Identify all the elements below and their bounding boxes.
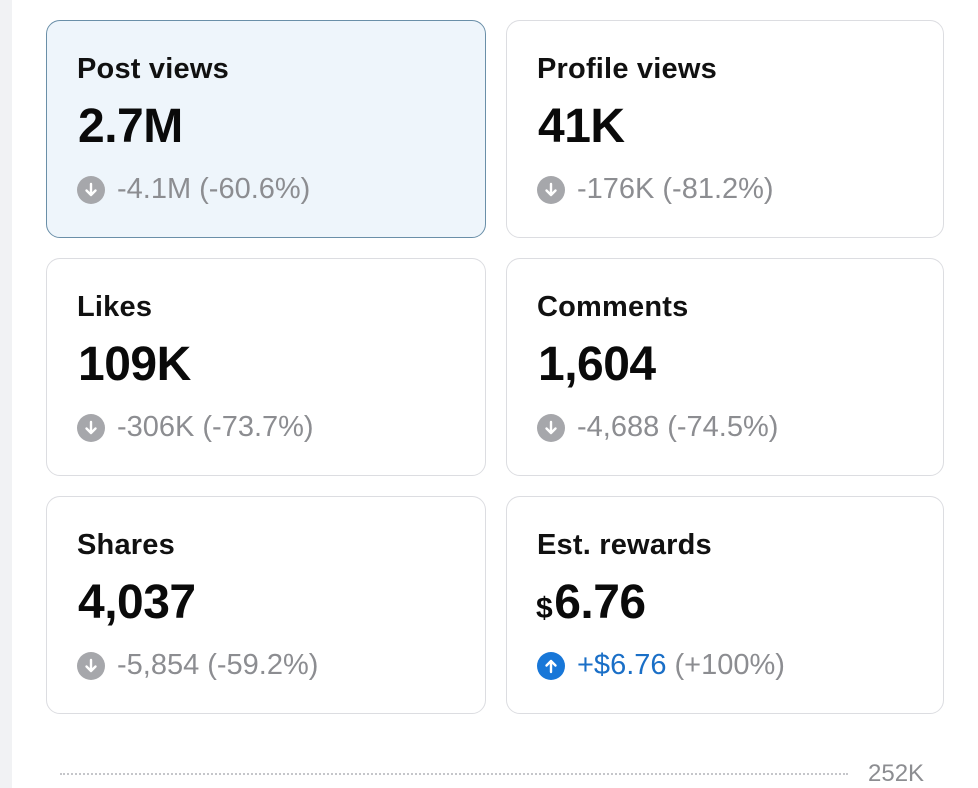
arrow-down-circle-icon — [537, 413, 565, 442]
change-row: -306K (-73.7%) — [77, 411, 314, 444]
metric-value: 1,604 — [536, 337, 656, 392]
chart-gridline — [60, 773, 848, 775]
change-absolute: -5,854 — [117, 649, 200, 681]
change-row: -4.1M (-60.6%) — [77, 173, 310, 206]
change-absolute: -306K — [117, 411, 195, 443]
metric-title: Comments — [537, 291, 689, 323]
left-edge-strip — [0, 0, 12, 788]
metric-value: 109K — [76, 337, 191, 392]
change-percent: (-59.2%) — [207, 649, 319, 681]
metric-title: Est. rewards — [537, 529, 712, 561]
change-absolute: -4,688 — [577, 411, 660, 443]
metric-number: 109K — [78, 338, 191, 391]
change-absolute: -176K — [577, 173, 655, 205]
change-row: -4,688 (-74.5%) — [537, 411, 778, 444]
metric-card-est-rewards[interactable]: Est. rewards $6.76 +$6.76 (+100%) — [506, 496, 944, 714]
metric-number: 1,604 — [538, 338, 656, 391]
metric-number: 41K — [538, 100, 625, 153]
change-percent: (+100%) — [674, 649, 785, 681]
metric-card-comments[interactable]: Comments 1,604 -4,688 (-74.5%) — [506, 258, 944, 476]
metric-title: Profile views — [537, 53, 717, 85]
arrow-down-circle-icon — [77, 413, 105, 442]
chart-axis-max-label: 252K — [868, 760, 925, 787]
arrow-down-circle-icon — [77, 175, 105, 204]
metric-value: 41K — [536, 99, 625, 154]
change-row: +$6.76 (+100%) — [537, 649, 785, 682]
metric-card-likes[interactable]: Likes 109K -306K (-73.7%) — [46, 258, 486, 476]
metric-card-profile-views[interactable]: Profile views 41K -176K (-81.2%) — [506, 20, 944, 238]
metric-card-shares[interactable]: Shares 4,037 -5,854 (-59.2%) — [46, 496, 486, 714]
metric-value: 2.7M — [76, 99, 183, 154]
metrics-grid: Post views 2.7M -4.1M (-60.6%) Profile v… — [46, 20, 944, 714]
arrow-down-circle-icon — [537, 175, 565, 204]
change-percent: (-81.2%) — [662, 173, 774, 205]
metric-value: 4,037 — [76, 575, 196, 630]
arrow-up-circle-icon — [537, 651, 565, 680]
change-row: -176K (-81.2%) — [537, 173, 774, 206]
change-percent: (-73.7%) — [202, 411, 314, 443]
metric-number: 4,037 — [78, 576, 196, 629]
metric-number: 2.7M — [78, 100, 183, 153]
change-row: -5,854 (-59.2%) — [77, 649, 318, 682]
change-percent: (-74.5%) — [667, 411, 779, 443]
metric-title: Post views — [77, 53, 229, 85]
change-absolute: -4.1M — [117, 173, 192, 205]
metric-number: 6.76 — [554, 576, 646, 629]
metric-title: Likes — [77, 291, 153, 323]
metric-card-post-views[interactable]: Post views 2.7M -4.1M (-60.6%) — [46, 20, 486, 238]
arrow-down-circle-icon — [77, 651, 105, 680]
change-percent: (-60.6%) — [199, 173, 311, 205]
metric-title: Shares — [77, 529, 175, 561]
change-absolute: +$6.76 — [577, 649, 667, 681]
currency-symbol: $ — [536, 592, 553, 625]
metric-value: $6.76 — [536, 575, 646, 630]
